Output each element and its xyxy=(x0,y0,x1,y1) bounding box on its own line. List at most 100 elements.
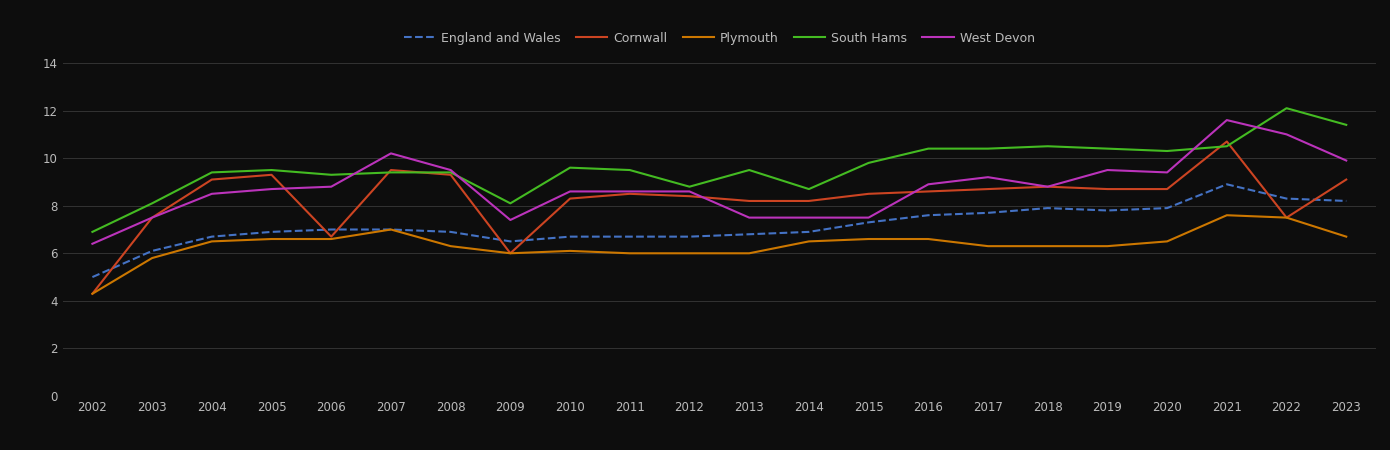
Plymouth xyxy=(801,238,817,244)
Plymouth xyxy=(502,251,518,256)
Cornwall xyxy=(1040,184,1056,189)
West Devon xyxy=(562,189,578,194)
Plymouth xyxy=(1339,234,1355,239)
South Hams xyxy=(860,160,877,166)
Plymouth xyxy=(83,291,100,297)
Line: West Devon: West Devon xyxy=(92,120,1347,244)
West Devon xyxy=(382,151,399,156)
England and Wales xyxy=(681,234,698,239)
Plymouth xyxy=(203,238,220,244)
West Devon xyxy=(1279,132,1295,137)
West Devon xyxy=(980,175,997,180)
Cornwall xyxy=(1159,186,1176,192)
West Devon xyxy=(681,189,698,194)
West Devon xyxy=(741,215,758,220)
England and Wales xyxy=(920,212,937,218)
Plymouth xyxy=(1159,238,1176,244)
Cornwall xyxy=(442,172,459,177)
England and Wales xyxy=(621,234,638,239)
Plymouth xyxy=(681,251,698,256)
South Hams xyxy=(741,167,758,173)
West Devon xyxy=(203,191,220,197)
Plymouth xyxy=(980,243,997,249)
South Hams xyxy=(1159,148,1176,154)
West Devon xyxy=(1099,167,1116,173)
West Devon xyxy=(143,215,160,220)
England and Wales xyxy=(562,234,578,239)
England and Wales xyxy=(1040,205,1056,211)
Cornwall xyxy=(741,198,758,204)
West Devon xyxy=(322,184,339,189)
England and Wales xyxy=(203,234,220,239)
Plymouth xyxy=(920,236,937,242)
South Hams xyxy=(1219,144,1236,149)
Plymouth xyxy=(562,248,578,254)
West Devon xyxy=(502,217,518,223)
England and Wales xyxy=(143,248,160,254)
West Devon xyxy=(920,182,937,187)
Plymouth xyxy=(382,227,399,232)
West Devon xyxy=(621,189,638,194)
South Hams xyxy=(203,170,220,175)
West Devon xyxy=(1219,117,1236,123)
England and Wales xyxy=(83,274,100,280)
Line: England and Wales: England and Wales xyxy=(92,184,1347,277)
West Devon xyxy=(263,186,279,192)
England and Wales xyxy=(382,227,399,232)
England and Wales xyxy=(442,229,459,234)
Legend: England and Wales, Cornwall, Plymouth, South Hams, West Devon: England and Wales, Cornwall, Plymouth, S… xyxy=(399,27,1040,50)
South Hams xyxy=(801,186,817,192)
Cornwall xyxy=(1339,177,1355,182)
Cornwall xyxy=(980,186,997,192)
Cornwall xyxy=(83,291,100,297)
Plymouth xyxy=(442,243,459,249)
Plymouth xyxy=(741,251,758,256)
South Hams xyxy=(83,229,100,234)
South Hams xyxy=(442,170,459,175)
England and Wales xyxy=(502,238,518,244)
South Hams xyxy=(1040,144,1056,149)
South Hams xyxy=(143,201,160,206)
South Hams xyxy=(382,170,399,175)
Cornwall xyxy=(562,196,578,201)
South Hams xyxy=(1339,122,1355,127)
West Devon xyxy=(801,215,817,220)
England and Wales xyxy=(801,229,817,234)
Line: South Hams: South Hams xyxy=(92,108,1347,232)
Cornwall xyxy=(263,172,279,177)
South Hams xyxy=(562,165,578,171)
West Devon xyxy=(83,241,100,247)
South Hams xyxy=(263,167,279,173)
West Devon xyxy=(1339,158,1355,163)
Cornwall xyxy=(203,177,220,182)
England and Wales xyxy=(980,210,997,216)
Plymouth xyxy=(1099,243,1116,249)
England and Wales xyxy=(1159,205,1176,211)
Plymouth xyxy=(263,236,279,242)
England and Wales xyxy=(860,220,877,225)
West Devon xyxy=(860,215,877,220)
South Hams xyxy=(621,167,638,173)
Cornwall xyxy=(502,251,518,256)
South Hams xyxy=(1279,105,1295,111)
South Hams xyxy=(1099,146,1116,151)
Cornwall xyxy=(860,191,877,197)
Cornwall xyxy=(1099,186,1116,192)
England and Wales xyxy=(1219,182,1236,187)
South Hams xyxy=(980,146,997,151)
Line: Plymouth: Plymouth xyxy=(92,215,1347,294)
England and Wales xyxy=(322,227,339,232)
England and Wales xyxy=(263,229,279,234)
Plymouth xyxy=(621,251,638,256)
England and Wales xyxy=(1099,208,1116,213)
Plymouth xyxy=(1219,212,1236,218)
England and Wales xyxy=(1279,196,1295,201)
South Hams xyxy=(322,172,339,177)
Plymouth xyxy=(143,255,160,261)
South Hams xyxy=(920,146,937,151)
West Devon xyxy=(1040,184,1056,189)
Cornwall xyxy=(1219,139,1236,144)
Cornwall xyxy=(143,215,160,220)
England and Wales xyxy=(1339,198,1355,204)
South Hams xyxy=(681,184,698,189)
